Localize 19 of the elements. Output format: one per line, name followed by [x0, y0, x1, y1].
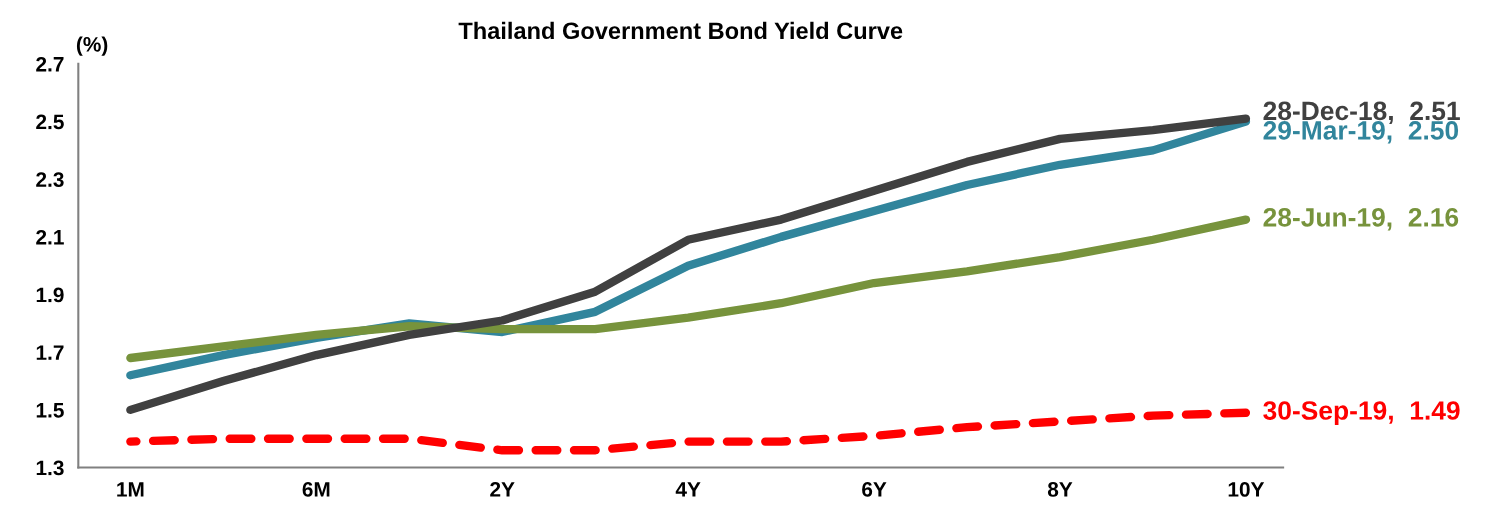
x-tick-label: 4Y: [675, 482, 701, 497]
y-tick-label: 1.9: [36, 287, 64, 303]
y-tick-label: 1.3: [36, 460, 64, 476]
chart-title: Thailand Government Bond Yield Curve: [458, 21, 903, 40]
y-tick-label: 2.1: [36, 229, 64, 245]
x-tick-label: 2Y: [490, 482, 515, 497]
y-tick-label: 2.7: [36, 56, 64, 72]
x-tick-label: 1M: [117, 482, 144, 497]
x-tick-label: 8Y: [1047, 482, 1073, 497]
y-tick-label: 2.5: [36, 114, 64, 130]
y-tick-label: 2.3: [36, 172, 64, 187]
y-axis-title: (%): [76, 36, 108, 56]
series-label: 30-Sep-19, 1.49: [1263, 401, 1460, 426]
x-tick-label: 6Y: [862, 482, 887, 497]
y-tick-label: 1.5: [36, 403, 64, 418]
series-label: 28-Jun-19, 2.16: [1263, 207, 1459, 231]
y-tick-label: 1.7: [36, 345, 64, 360]
x-tick-label: 10Y: [1228, 482, 1265, 497]
x-tick-label: 6M: [302, 482, 330, 497]
